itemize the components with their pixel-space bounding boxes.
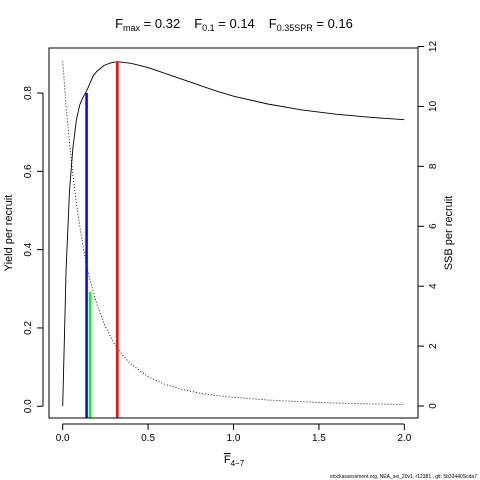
y-left-tick-label: 0.8 xyxy=(23,86,34,100)
x-tick-label: 1.0 xyxy=(227,433,241,444)
x-axis: 0.0 0.5 1.0 1.5 2.0 xyxy=(56,423,412,444)
y-left-tick-label: 0.4 xyxy=(23,242,34,256)
y-left-tick-label: 0.0 xyxy=(23,399,34,413)
x-tick-label: 0.5 xyxy=(141,433,155,444)
title-part-2: F0.35SPR = 0.16 xyxy=(269,16,353,33)
footer-note: stockassessment.org, NEA_sei_20v1, r1238… xyxy=(330,474,477,480)
y-axis-left-label: Yield per recruit xyxy=(3,195,15,272)
x-tick-label: 0.0 xyxy=(56,433,70,444)
y-right-tick-label: 10 xyxy=(428,100,439,112)
title-part-1: F0.1 = 0.14 xyxy=(194,16,255,33)
y-right-tick-label: 12 xyxy=(428,41,439,53)
y-right-tick-label: 6 xyxy=(428,223,439,229)
y-right-tick-label: 2 xyxy=(428,343,439,349)
x-tick-label: 2.0 xyxy=(397,433,411,444)
plot-frame xyxy=(48,47,419,419)
y-axis-right-label: SSB per recruit xyxy=(443,196,455,271)
x-axis-label: F4−7 xyxy=(224,454,245,468)
y-right-tick-label: 4 xyxy=(428,283,439,289)
plot-area xyxy=(62,61,405,418)
ssb-per-recruit-line xyxy=(62,61,405,405)
y-left-tick-label: 0.6 xyxy=(23,164,34,178)
y-left-tick-label: 0.2 xyxy=(23,321,34,335)
y-axis-left: 0.0 0.2 0.4 0.6 0.8 xyxy=(23,86,44,413)
yield-per-recruit-line xyxy=(62,61,405,407)
y-right-tick-label: 0 xyxy=(428,403,439,409)
chart-title: Fmax = 0.32 F0.1 = 0.14 F0.35SPR = 0.16 xyxy=(115,16,353,33)
y-right-tick-label: 8 xyxy=(428,163,439,169)
y-axis-right: 0 2 4 6 8 10 12 xyxy=(417,41,439,409)
x-tick-label: 1.5 xyxy=(312,433,326,444)
title-part-0: Fmax = 0.32 xyxy=(115,16,180,33)
